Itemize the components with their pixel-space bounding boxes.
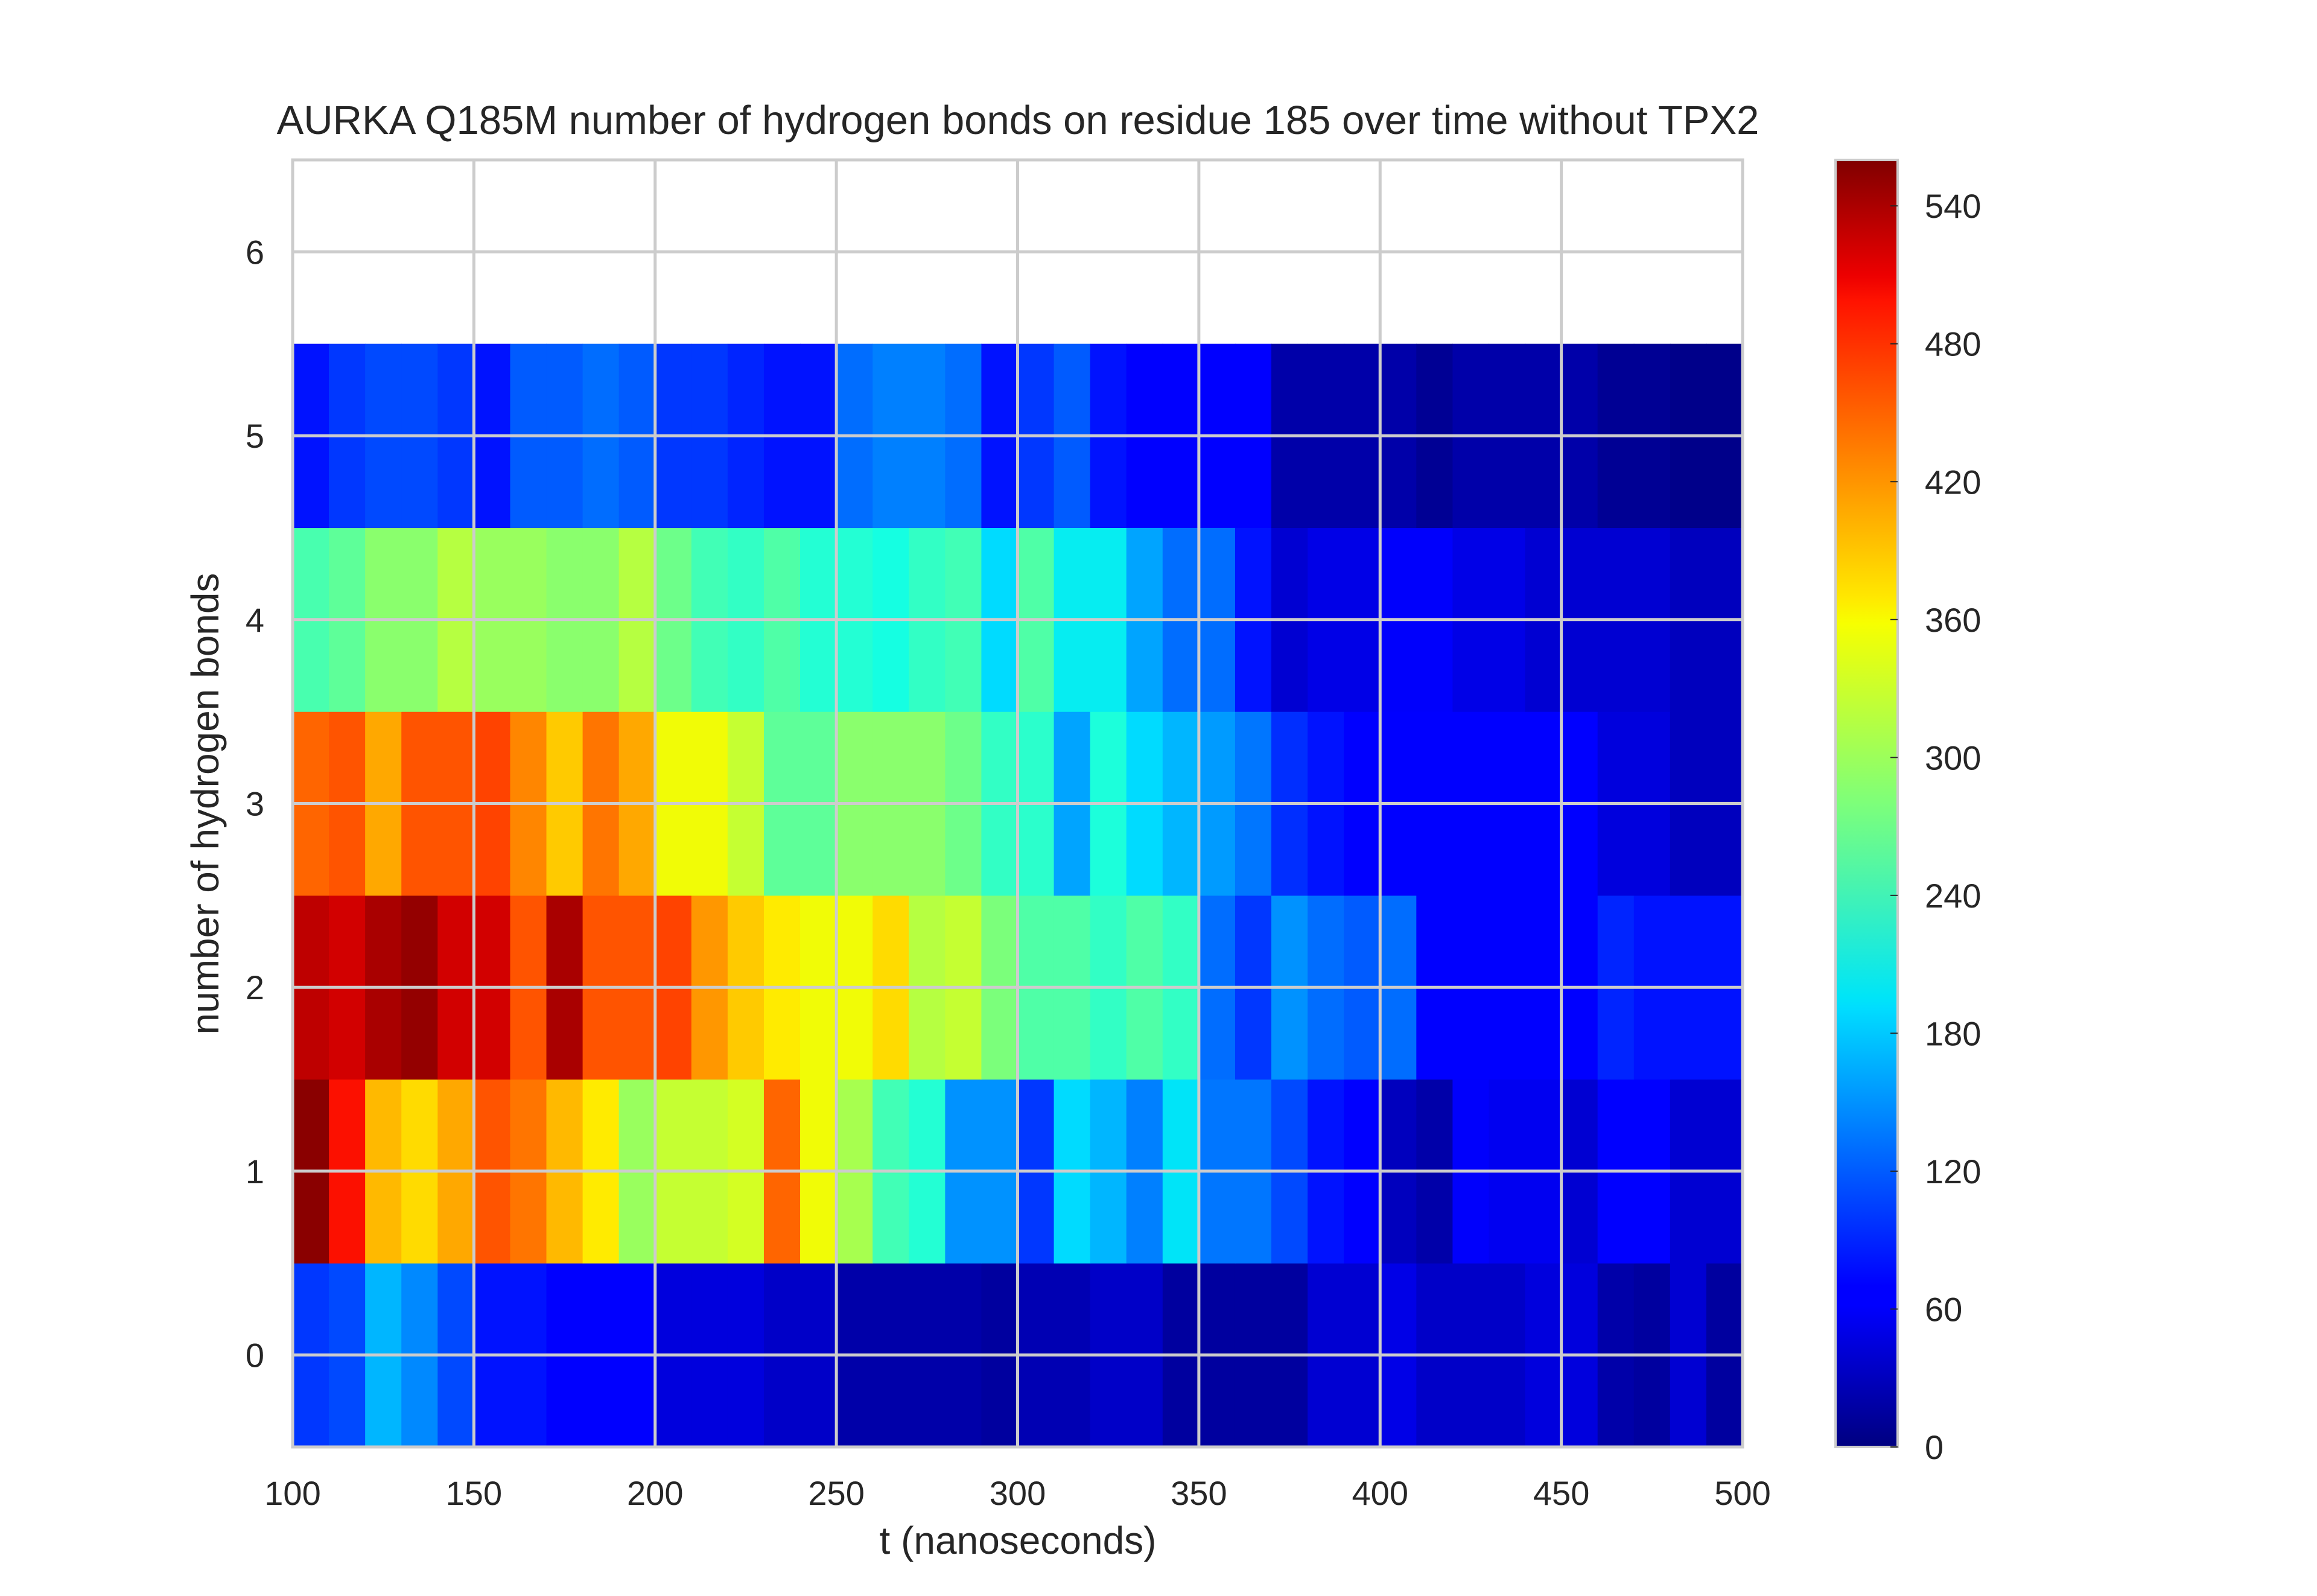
y-tick-label: 1 <box>246 1152 264 1191</box>
x-tick-label: 450 <box>1533 1474 1589 1512</box>
y-tick-label: 2 <box>246 968 264 1006</box>
x-tick-label: 500 <box>1714 1474 1770 1512</box>
x-tick-label: 400 <box>1352 1474 1408 1512</box>
x-tick-label: 100 <box>264 1474 320 1512</box>
colorbar-tick-label: 0 <box>1925 1428 1944 1466</box>
colorbar-tick-label: 120 <box>1925 1152 1981 1191</box>
colorbar-tick-label: 180 <box>1925 1014 1981 1052</box>
x-axis-label: t (nanoseconds) <box>880 1519 1157 1562</box>
colorbar-tick-label: 480 <box>1925 325 1981 363</box>
y-axis-ticks: 0 1 2 3 4 5 6 <box>246 233 264 1374</box>
colorbar-tick-label: 300 <box>1925 739 1981 777</box>
y-tick-label: 3 <box>246 785 264 823</box>
colorbar-tick-label: 240 <box>1925 877 1981 915</box>
x-axis-ticks: 100 150 200 250 300 350 400 450 500 <box>264 1474 1770 1512</box>
x-tick-label: 350 <box>1171 1474 1227 1512</box>
x-tick-label: 300 <box>990 1474 1046 1512</box>
x-tick-label: 150 <box>446 1474 502 1512</box>
y-tick-label: 0 <box>246 1337 264 1375</box>
plot-frame <box>291 158 1744 1449</box>
y-tick-label: 6 <box>246 233 264 271</box>
colorbar <box>1834 159 1899 1448</box>
colorbar-tick-label: 360 <box>1925 601 1981 639</box>
y-tick-label: 4 <box>246 601 264 639</box>
colorbar-tick-label: 420 <box>1925 463 1981 501</box>
chart-title: AURKA Q185M number of hydrogen bonds on … <box>277 98 1759 143</box>
x-tick-label: 200 <box>627 1474 683 1512</box>
y-axis-label: number of hydrogen bonds <box>183 573 227 1035</box>
y-tick-label: 5 <box>246 417 264 455</box>
colorbar-ticks: 0 60 120 180 240 300 360 420 480 540 <box>1890 187 1981 1466</box>
colorbar-tick-label: 60 <box>1925 1290 1962 1328</box>
x-tick-label: 250 <box>808 1474 864 1512</box>
colorbar-tick-label: 540 <box>1925 187 1981 225</box>
